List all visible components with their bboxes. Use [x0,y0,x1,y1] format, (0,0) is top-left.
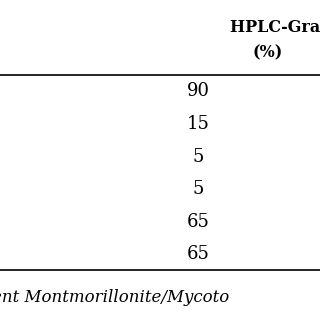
Text: rent Montmorillonite/Mycoto: rent Montmorillonite/Mycoto [0,289,229,306]
Text: (%): (%) [253,44,283,61]
Text: HPLC-Grade Water: HPLC-Grade Water [230,19,320,36]
Text: 65: 65 [187,245,210,263]
Text: 65: 65 [187,212,210,231]
Text: 15: 15 [187,115,210,133]
Text: 90: 90 [187,83,210,100]
Text: 5: 5 [193,180,204,198]
Text: 5: 5 [193,148,204,165]
